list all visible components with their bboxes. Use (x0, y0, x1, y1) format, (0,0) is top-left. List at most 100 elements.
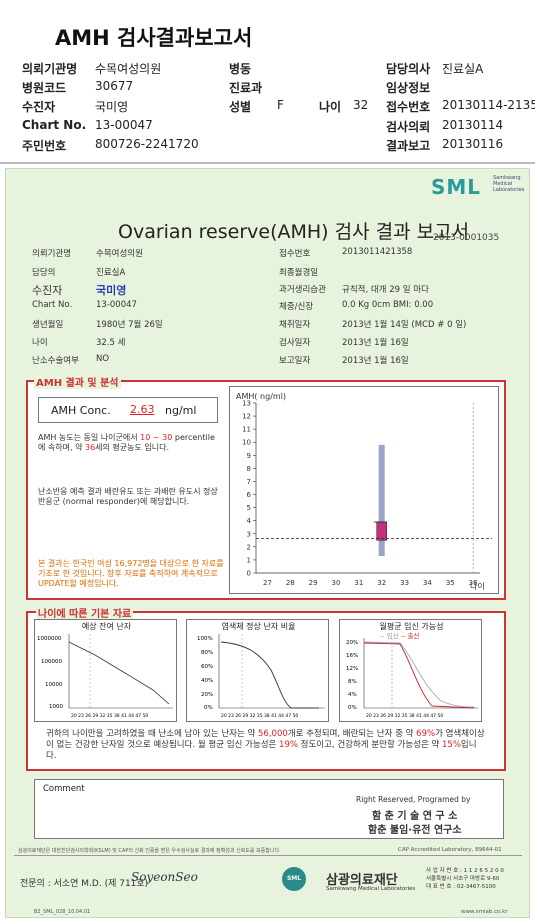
x-tick-label: 27 (263, 579, 272, 587)
field-hospital: 의뢰기관명 수목여성의원 (22, 62, 162, 76)
y-tick-label: 13 (242, 400, 251, 408)
amh-data-note: 본 결과는 한국인 여성 16,972명을 대상으로 한 자료를 기초로 한 것… (38, 559, 224, 588)
svg-text:0%: 0% (348, 705, 357, 711)
y-tick-label: 10 (242, 439, 251, 447)
x-tick-label: 36 (469, 579, 478, 587)
x-tick-label: 33 (400, 579, 409, 587)
x-tick-label: 28 (286, 579, 295, 587)
svg-text:100%: 100% (197, 636, 213, 642)
svg-text:1000: 1000 (49, 704, 63, 710)
field-clinical-info: 임상정보 (386, 81, 431, 95)
pregnancy-chance-plot: 20% 16% 12% 8% 4% 0% 20 23 26 29 32 35 3… (346, 638, 478, 719)
field-hospital-code: 병원코드 30677 (22, 79, 134, 95)
form-collect-date: 채취일자 2013년 1월 14일 (MCD # 0 일) (279, 320, 467, 330)
chart-title: AMH( ng/ml) (236, 392, 286, 401)
form-age: 나이 32.5 세 (32, 338, 126, 348)
y-tick-label: 0 (247, 570, 251, 578)
signature: SoyeonSeo (131, 870, 198, 884)
svg-text:12%: 12% (346, 666, 358, 672)
amh-conc-value: 2.63 (130, 403, 155, 416)
remaining-eggs-plot: 1000000 100000 10000 1000 20 23 26 29 32… (37, 634, 173, 719)
field-patient: 수진자 국미영 (22, 100, 129, 114)
svg-text:20 23 26 29 32 35 38 41 44 47: 20 23 26 29 32 35 38 41 44 47 50 (221, 713, 298, 719)
form-patient: 수진자 국미영 (32, 284, 127, 297)
svg-text:10000: 10000 (45, 682, 63, 688)
sml-logo-subtitle: Samkwang Medical Laboratories (493, 175, 525, 193)
x-tick-label: 32 (377, 579, 386, 587)
form-doctor: 담당의 진료실A (32, 268, 126, 278)
y-tick-label: 3 (247, 530, 251, 538)
y-tick-label: 4 (247, 517, 252, 525)
basic-summary-text: 귀하의 나이만을 고려하였을 때 난소에 남아 있는 난자는 약 56,000개… (46, 729, 485, 761)
svg-text:60%: 60% (201, 664, 213, 670)
y-tick-label: 6 (247, 491, 252, 499)
field-sex: 성별 F (229, 98, 284, 114)
svg-text:20 23 26 29 32 35 38 41 44 47: 20 23 26 29 32 35 38 41 44 47 50 (71, 713, 148, 719)
comment-label: Comment (43, 784, 85, 794)
foundation-subtitle: Samkwang Medical Laboratories (326, 886, 416, 892)
svg-text:4%: 4% (348, 692, 357, 698)
range-bar (378, 444, 385, 556)
field-ward: 병동 (229, 62, 252, 76)
amh-section-title: AMH 결과 및 분석 (34, 374, 121, 389)
lab-name-2: 함춘 불임·유전 연구소 (368, 825, 462, 836)
contact-info: 사 업 자 번 호 : 1 1 2 6 5 2 0 0 서울특별시 서초구 마방로… (426, 868, 504, 890)
field-chart-no: Chart No. 13-00047 (22, 118, 153, 132)
y-tick-label: 8 (247, 465, 251, 473)
y-tick-label: 12 (242, 413, 251, 421)
amh-conc-box: AMH Conc. 2.63 ng/ml (38, 397, 218, 423)
report-id: 2013-0001035 (433, 233, 500, 243)
y-tick-label: 11 (242, 426, 251, 434)
field-resident-no: 주민번호 800726-2241720 (22, 137, 199, 153)
footer-divider (14, 855, 522, 856)
x-tick-label: 35 (446, 579, 455, 587)
svg-text:0%: 0% (204, 705, 213, 711)
svg-text:100000: 100000 (41, 659, 62, 665)
report-header: AMH 검사결과보고서 의뢰기관명 수목여성의원 병원코드 30677 수진자 국미영… (0, 0, 535, 165)
amh-chart-box: AMH( ng/ml) 나이 0 1 2 3 4 5 6 7 8 9 10 11 12 13 27 28 29 3… (229, 386, 499, 594)
remaining-eggs-chart: 예상 잔여 난자 1000000 100000 10000 1000 20 23… (34, 619, 177, 722)
y-tick-label: 7 (247, 478, 251, 486)
x-tick-label: 31 (354, 579, 363, 587)
amh-percentile-text: AMH 농도는 동일 나이군에서 10 ~ 30 percentile에 속하며… (38, 433, 215, 452)
form-receipt-no: 접수번호 2013011421358 (279, 247, 413, 259)
lab-name-1: 함 춘 기 술 연 구 소 (372, 811, 458, 822)
footer-url: www.smlab.co.kr (461, 909, 508, 915)
form-last-period: 최종월경일 (279, 268, 319, 278)
foundation-name: 삼광의료재단 (326, 873, 398, 888)
normal-egg-ratio-plot: 100% 80% 60% 40% 20% 0% 20 23 26 29 32 3… (197, 634, 325, 719)
svg-text:20%: 20% (201, 692, 213, 698)
x-tick-label: 30 (332, 579, 341, 587)
specialist-text: 전문의 : 서소연 M.D. (제 711호) (20, 879, 149, 889)
form-body: 체중/신장 0.0 Kg 0cm BMI: 0.00 (279, 300, 434, 312)
cert-text: 삼광의료재단은 대한진단검사의학회(KSLM) 및 CAP의 신뢰 인증을 받은… (18, 848, 281, 854)
field-request-date: 검사의뢰 20130114 (386, 118, 504, 134)
y-tick-label: 5 (247, 504, 251, 512)
form-cycle: 과거생리습관 규칙적, 대개 29 일 마다 (279, 285, 429, 295)
form-birth: 생년월일 1980년 7월 26일 (32, 320, 163, 330)
x-tick-label: 29 (309, 579, 318, 587)
header-divider (0, 162, 535, 164)
svg-text:16%: 16% (346, 653, 358, 659)
scanned-report: SML Samkwang Medical Laboratories Ovarian … (5, 168, 530, 918)
sml-logo: SML (431, 175, 482, 199)
y-tick-label: 2 (247, 543, 251, 551)
field-report-date: 결과보고 20130116 (386, 137, 504, 153)
field-age: 나이 32 (319, 98, 369, 114)
amh-response-text: 난소반응 예측 결과 배란유도 또는 과배란 유도시 정상반응군 (normal… (38, 487, 218, 506)
svg-text:1000000: 1000000 (37, 636, 62, 642)
chart-xlabel: 나이 (470, 581, 485, 591)
form-surgery: 난소수술여부 NO (32, 354, 110, 366)
iqr-box (376, 521, 388, 541)
cap-text: CAP Accredited Laboratory, 89644-01 (398, 847, 502, 853)
svg-text:40%: 40% (201, 678, 213, 684)
basic-section-title: 나이에 따른 기본 자료 (36, 605, 134, 620)
report-title: Ovarian reserve(AMH) 검사 결과 보고서 (118, 221, 470, 243)
svg-text:8%: 8% (348, 679, 357, 685)
pregnancy-chance-chart: 월평균 임신 가능성 -- 임신 -- 출산 20% 16% 12% 8% 4%… (339, 619, 482, 722)
comment-box: Comment (34, 779, 504, 839)
form-hospital: 의뢰기관명 수목여성의원 (32, 249, 143, 259)
y-tick-label: 1 (247, 556, 251, 564)
